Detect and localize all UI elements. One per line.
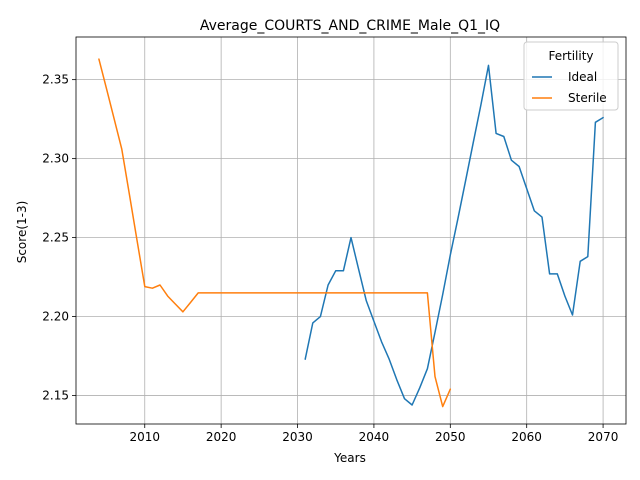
legend: Fertility Ideal Sterile: [523, 41, 619, 111]
series-lines: [98, 58, 604, 408]
legend-label-sterile: Sterile: [568, 91, 607, 105]
x-tick-label: 2020: [206, 430, 237, 444]
legend-title: Fertility: [548, 49, 593, 63]
y-tick-label: 2.15: [42, 389, 69, 403]
legend-box: [523, 41, 619, 111]
x-tick-label: 2050: [435, 430, 466, 444]
y-tick-label: 2.30: [42, 152, 69, 166]
chart-title: Average_COURTS_AND_CRIME_Male_Q1_IQ: [200, 18, 500, 34]
series-line-sterile: [98, 58, 452, 408]
y-tick-label: 2.35: [42, 73, 69, 87]
x-tick-label: 2070: [588, 430, 619, 444]
x-tick-label: 2040: [359, 430, 390, 444]
x-axis-ticks: 2010 2020 2030 2040 2050 2060 2070: [129, 424, 618, 444]
legend-label-ideal: Ideal: [568, 70, 597, 84]
x-tick-label: 2030: [282, 430, 313, 444]
y-tick-label: 2.20: [42, 310, 69, 324]
plot-frame: [75, 36, 627, 425]
series-line-ideal: [304, 64, 604, 406]
y-tick-label: 2.25: [42, 231, 69, 245]
x-tick-label: 2060: [511, 430, 542, 444]
y-axis-label: Score(1-3): [15, 201, 29, 264]
x-axis-label: Years: [333, 451, 366, 465]
y-axis-ticks: 2.15 2.20 2.25 2.30 2.35: [42, 73, 76, 403]
x-tick-label: 2010: [129, 430, 160, 444]
